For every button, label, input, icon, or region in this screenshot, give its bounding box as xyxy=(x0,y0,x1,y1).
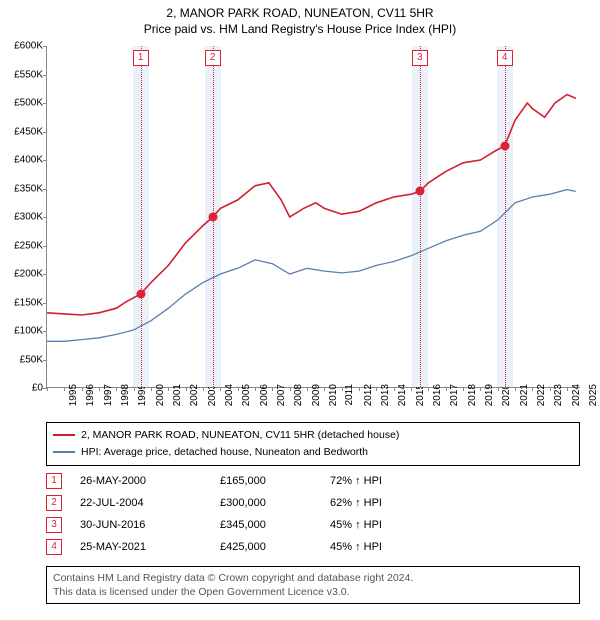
event-dot xyxy=(136,289,145,298)
row-date: 26-MAY-2000 xyxy=(80,475,220,487)
price-chart: £0£50K£100K£150K£200K£250K£300K£350K£400… xyxy=(46,46,580,388)
footer-line: Contains HM Land Registry data © Crown c… xyxy=(53,571,573,585)
y-tick-label: £100K xyxy=(1,326,43,337)
legend-swatch-red xyxy=(53,434,75,436)
event-marker: 1 xyxy=(133,50,149,66)
event-dash xyxy=(505,46,506,387)
event-dash xyxy=(420,46,421,387)
legend-label: HPI: Average price, detached house, Nune… xyxy=(81,444,368,461)
plot-area: £0£50K£100K£150K£200K£250K£300K£350K£400… xyxy=(46,46,580,388)
footer-attribution: Contains HM Land Registry data © Crown c… xyxy=(46,566,580,604)
row-marker: 1 xyxy=(46,473,62,489)
y-tick-label: £550K xyxy=(1,69,43,80)
row-price: £165,000 xyxy=(220,475,330,487)
event-marker: 3 xyxy=(412,50,428,66)
y-tick-label: £300K xyxy=(1,212,43,223)
row-date: 22-JUL-2004 xyxy=(80,497,220,509)
table-row: 2 22-JUL-2004£300,00062% ↑ HPI xyxy=(46,492,580,514)
legend: 2, MANOR PARK ROAD, NUNEATON, CV11 5HR (… xyxy=(46,422,580,466)
event-marker: 4 xyxy=(497,50,513,66)
y-tick-label: £450K xyxy=(1,126,43,137)
event-dash xyxy=(141,46,142,387)
title-address: 2, MANOR PARK ROAD, NUNEATON, CV11 5HR xyxy=(0,6,600,20)
table-row: 3 30-JUN-2016£345,00045% ↑ HPI xyxy=(46,514,580,536)
legend-item: HPI: Average price, detached house, Nune… xyxy=(53,444,573,461)
y-tick-label: £350K xyxy=(1,183,43,194)
table-row: 4 25-MAY-2021£425,00045% ↑ HPI xyxy=(46,536,580,558)
footer-line: This data is licensed under the Open Gov… xyxy=(53,585,573,599)
sales-table: 1 26-MAY-2000£165,00072% ↑ HPI 2 22-JUL-200… xyxy=(46,470,580,558)
row-marker: 2 xyxy=(46,495,62,511)
event-dot xyxy=(415,187,424,196)
legend-label: 2, MANOR PARK ROAD, NUNEATON, CV11 5HR (… xyxy=(81,427,399,444)
y-tick-label: £200K xyxy=(1,269,43,280)
row-marker: 4 xyxy=(46,539,62,555)
row-pct: 45% ↑ HPI xyxy=(330,541,450,553)
row-pct: 45% ↑ HPI xyxy=(330,519,450,531)
y-tick-label: £0 xyxy=(1,383,43,394)
legend-swatch-blue xyxy=(53,451,75,453)
title-subtitle: Price paid vs. HM Land Registry's House … xyxy=(0,22,600,36)
row-marker: 3 xyxy=(46,517,62,533)
x-tick-label: 2025 xyxy=(588,384,599,406)
row-price: £300,000 xyxy=(220,497,330,509)
series-line xyxy=(47,95,576,316)
row-pct: 62% ↑ HPI xyxy=(330,497,450,509)
y-tick-label: £150K xyxy=(1,297,43,308)
row-price: £345,000 xyxy=(220,519,330,531)
event-dot xyxy=(208,213,217,222)
event-dot xyxy=(500,141,509,150)
row-date: 25-MAY-2021 xyxy=(80,541,220,553)
legend-item: 2, MANOR PARK ROAD, NUNEATON, CV11 5HR (… xyxy=(53,427,573,444)
event-marker: 2 xyxy=(205,50,221,66)
y-tick-label: £500K xyxy=(1,98,43,109)
y-tick-label: £400K xyxy=(1,155,43,166)
y-tick-label: £600K xyxy=(1,41,43,52)
row-price: £425,000 xyxy=(220,541,330,553)
series-line xyxy=(47,190,576,342)
row-date: 30-JUN-2016 xyxy=(80,519,220,531)
chart-lines xyxy=(47,46,581,388)
y-tick-label: £250K xyxy=(1,240,43,251)
table-row: 1 26-MAY-2000£165,00072% ↑ HPI xyxy=(46,470,580,492)
y-tick-label: £50K xyxy=(1,354,43,365)
row-pct: 72% ↑ HPI xyxy=(330,475,450,487)
